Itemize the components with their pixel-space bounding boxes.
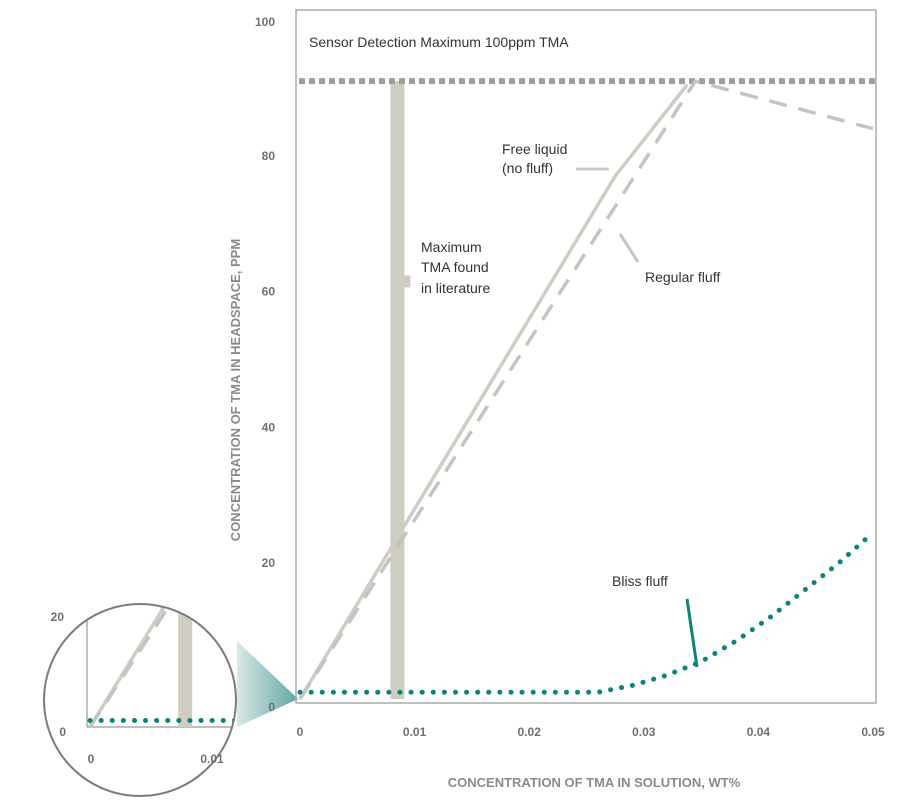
y-axis-title: CONCENTRATION OF TMA IN HEADSPACE, PPM xyxy=(228,239,243,541)
regular-fluff-label: Regular fluff xyxy=(618,233,720,285)
bliss-fluff-leader xyxy=(685,598,699,668)
bliss-fluff-label: Bliss fluff xyxy=(612,573,699,668)
free-liquid-label-line-2: (no fluff) xyxy=(502,160,553,176)
x-tick-label: 0.05 xyxy=(861,725,885,739)
literature-label-line-2: TMA found xyxy=(421,259,489,275)
y-tick-label: 20 xyxy=(262,556,276,570)
inset-x-tick-label: 0 xyxy=(88,752,95,766)
y-tick-label: 100 xyxy=(255,15,275,29)
inset-x-tick-label: 0.01 xyxy=(200,752,224,766)
sensor-max-label: Sensor Detection Maximum 100ppm TMA xyxy=(309,34,569,50)
x-tick-labels: 0 0.01 0.02 0.03 0.04 0.05 xyxy=(297,725,885,739)
regular-fluff-leader xyxy=(618,233,640,263)
main-plot xyxy=(297,78,876,700)
inset-tick-labels: 0 20 0 0.01 xyxy=(51,610,224,766)
y-tick-label: 60 xyxy=(262,285,276,299)
series-regular-fluff xyxy=(298,79,874,700)
y-tick-label: 0 xyxy=(268,700,275,714)
inset-y-tick-label: 0 xyxy=(59,725,66,739)
plot-frame xyxy=(295,9,877,704)
x-tick-label: 0.02 xyxy=(518,725,542,739)
y-tick-label: 80 xyxy=(262,149,276,163)
literature-label-line-1: Maximum xyxy=(421,239,482,255)
y-tick-label: 40 xyxy=(262,420,276,434)
free-liquid-label: Free liquid (no fluff) xyxy=(502,141,609,176)
zoom-funnel xyxy=(237,641,298,727)
free-liquid-label-line-1: Free liquid xyxy=(502,141,567,157)
regular-fluff-label-text: Regular fluff xyxy=(645,269,720,285)
literature-label: Maximum TMA found in literature xyxy=(421,239,490,296)
x-tick-label: 0.01 xyxy=(403,725,427,739)
x-axis-title: CONCENTRATION OF TMA IN SOLUTION, WT% xyxy=(448,775,741,790)
inset-y-tick-label: 20 xyxy=(51,610,65,624)
x-tick-label: 0.03 xyxy=(632,725,656,739)
series-free-liquid-no-fluff xyxy=(298,83,689,700)
series-bliss-fluff xyxy=(297,530,876,695)
x-tick-label: 0 xyxy=(297,725,304,739)
y-tick-labels: 0 20 40 60 80 100 xyxy=(255,15,275,714)
inset-border xyxy=(43,603,237,797)
literature-label-line-3: in literature xyxy=(421,280,490,296)
x-tick-label: 0.04 xyxy=(747,725,771,739)
bliss-fluff-label-text: Bliss fluff xyxy=(612,573,668,589)
